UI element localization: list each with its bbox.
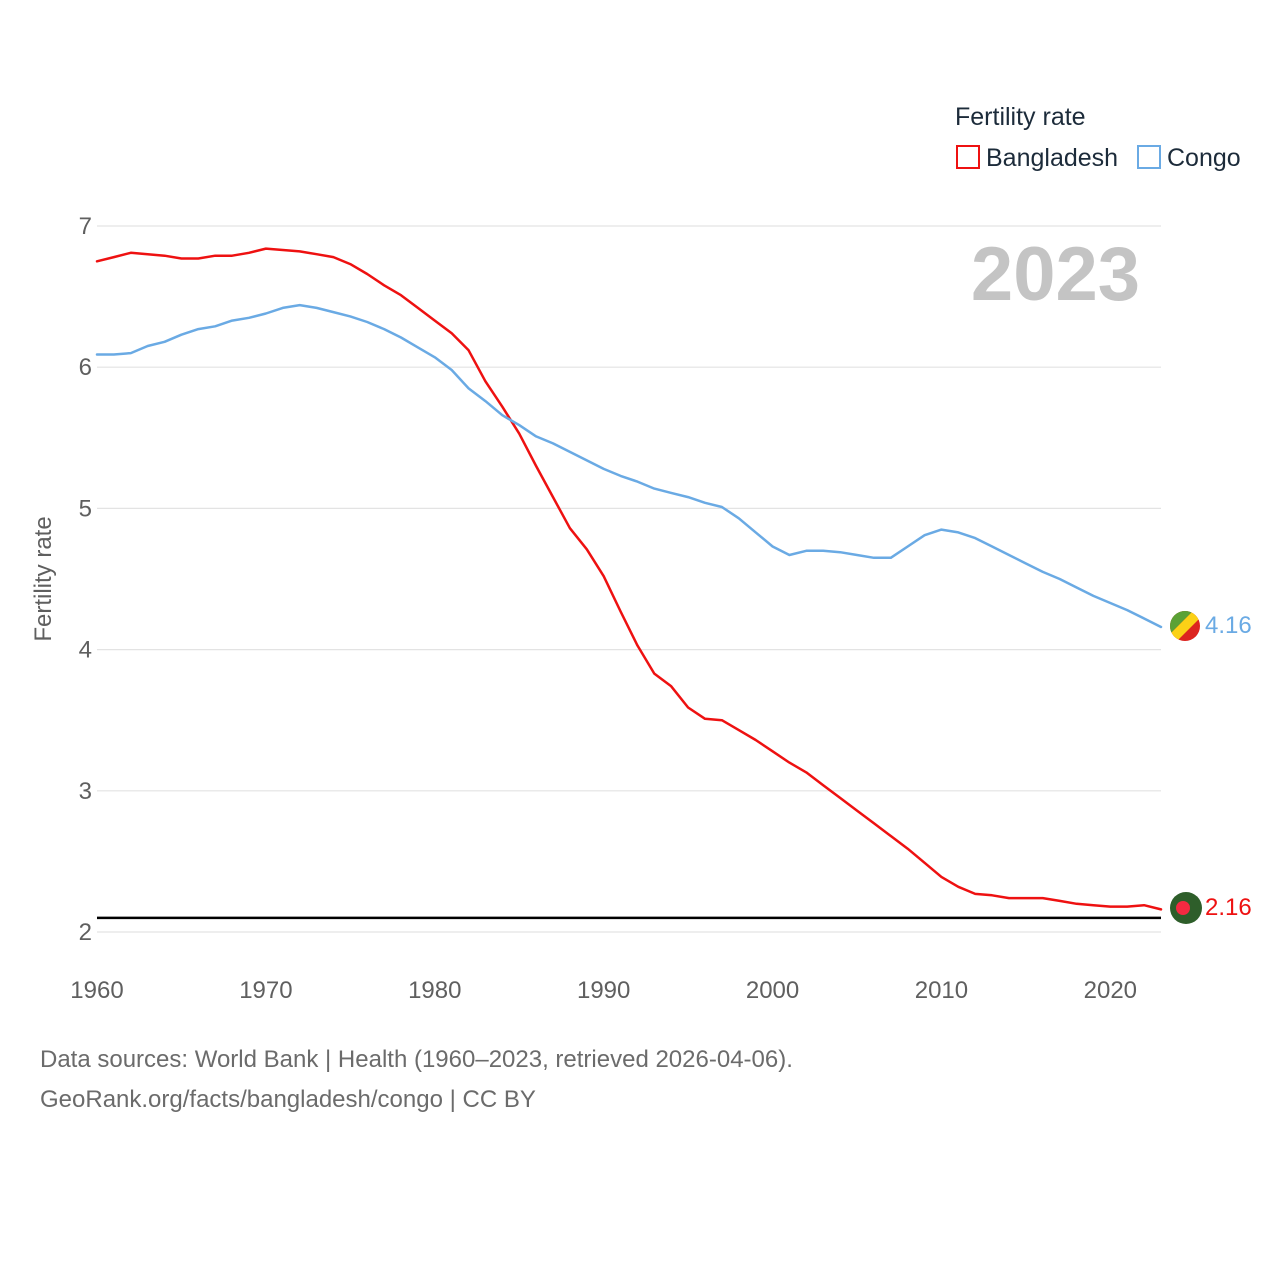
legend: Fertility rate Bangladesh Congo xyxy=(955,103,1241,172)
x-tick-label-1990: 1990 xyxy=(577,977,630,1004)
bangladesh-flag-icon xyxy=(1170,892,1202,924)
legend-title: Fertility rate xyxy=(955,103,1086,131)
y-tick-label-3: 3 xyxy=(79,778,92,805)
y-axis-ticks: 2 3 4 5 6 7 xyxy=(79,213,92,946)
x-tick-label-1980: 1980 xyxy=(408,977,461,1004)
x-tick-label-2020: 2020 xyxy=(1084,977,1137,1004)
year-label: 2023 xyxy=(971,232,1140,317)
legend-swatch-bangladesh xyxy=(956,145,980,169)
x-tick-label-2010: 2010 xyxy=(915,977,968,1004)
grid-lines xyxy=(97,225,1161,933)
x-axis-ticks: 1960 1970 1980 1990 2000 2010 2020 xyxy=(70,977,1137,1004)
legend-swatch-congo xyxy=(1137,145,1161,169)
y-tick-label-7: 7 xyxy=(79,213,92,240)
legend-label-bangladesh: Bangladesh xyxy=(986,144,1118,172)
series-line-congo xyxy=(95,303,1163,629)
congo-end-value: 4.16 xyxy=(1205,612,1252,639)
source-line-2: GeoRank.org/facts/bangladesh/congo | CC … xyxy=(40,1086,536,1113)
y-tick-label-6: 6 xyxy=(79,354,92,381)
bangladesh-end-value: 2.16 xyxy=(1205,894,1252,921)
x-tick-label-1970: 1970 xyxy=(239,977,292,1004)
x-tick-label-1960: 1960 xyxy=(70,977,123,1004)
y-tick-label-4: 4 xyxy=(79,637,92,664)
legend-label-congo: Congo xyxy=(1167,144,1241,172)
series-lines xyxy=(95,247,1163,911)
congo-flag-icon xyxy=(1170,611,1200,641)
y-tick-label-5: 5 xyxy=(79,495,92,522)
y-tick-label-2: 2 xyxy=(79,919,92,946)
y-axis-title: Fertility rate xyxy=(30,516,57,641)
series-line-bangladesh xyxy=(95,247,1163,911)
x-tick-label-2000: 2000 xyxy=(746,977,799,1004)
source-line-1: Data sources: World Bank | Health (1960–… xyxy=(40,1046,793,1073)
fertility-rate-chart: 2 3 4 5 6 7 1960 1970 1980 1990 2000 2010 2020 Fert… xyxy=(30,103,1252,1004)
